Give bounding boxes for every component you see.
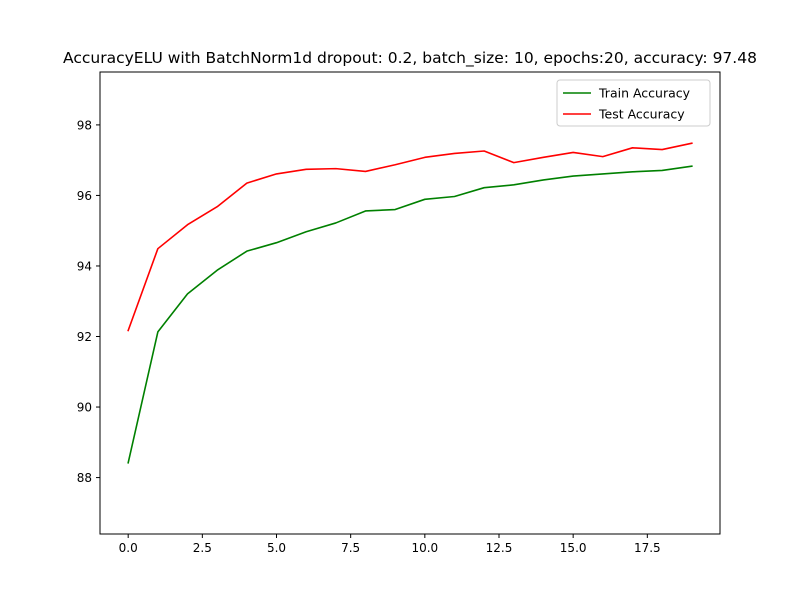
y-tick-label: 96 bbox=[77, 189, 92, 203]
x-tick-label: 2.5 bbox=[193, 541, 212, 555]
legend-label: Test Accuracy bbox=[598, 107, 685, 122]
x-tick-label: 17.5 bbox=[634, 541, 661, 555]
y-tick-label: 94 bbox=[77, 259, 92, 273]
series-line-test-accuracy bbox=[127, 142, 693, 332]
series-lines bbox=[127, 142, 693, 464]
x-axis-ticks: 0.0 2.5 5.0 7.5 10.0 12.5 15.0 17.5 bbox=[119, 534, 661, 555]
x-tick-label: 12.5 bbox=[486, 541, 513, 555]
y-axis-ticks: 88 90 92 94 96 98 bbox=[77, 118, 100, 485]
x-tick-label: 5.0 bbox=[267, 541, 286, 555]
y-tick-label: 98 bbox=[77, 118, 92, 132]
legend: Train Accuracy Test Accuracy bbox=[556, 79, 711, 127]
x-tick-label: 10.0 bbox=[411, 541, 438, 555]
x-tick-label: 7.5 bbox=[341, 541, 360, 555]
legend-label: Train Accuracy bbox=[598, 86, 691, 101]
series-line-train-accuracy bbox=[127, 165, 693, 464]
y-tick-label: 88 bbox=[77, 471, 92, 485]
x-tick-label: 0.0 bbox=[119, 541, 138, 555]
y-tick-label: 92 bbox=[77, 330, 92, 344]
x-tick-label: 15.0 bbox=[560, 541, 587, 555]
legend-box bbox=[556, 79, 711, 127]
y-tick-label: 90 bbox=[77, 401, 92, 415]
axes-frame bbox=[99, 71, 721, 535]
chart-title: AccuracyELU with BatchNorm1d dropout: 0.… bbox=[63, 49, 757, 67]
